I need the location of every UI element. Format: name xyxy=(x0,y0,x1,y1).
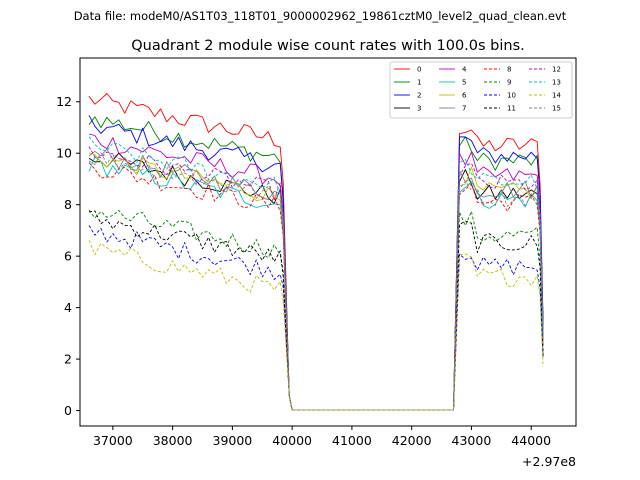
series-line-0 xyxy=(88,93,544,411)
legend-label: 13 xyxy=(552,79,561,87)
y-tick-label: 6 xyxy=(64,249,72,264)
legend-label: 5 xyxy=(462,79,466,87)
x-offset-label: +2.97e8 xyxy=(522,454,576,469)
x-tick-label: 41000 xyxy=(332,433,372,448)
series-line-15 xyxy=(88,152,544,411)
series-line-2 xyxy=(88,115,544,411)
legend-label: 3 xyxy=(417,105,421,113)
plot-frame xyxy=(79,57,577,427)
series-line-10 xyxy=(88,225,544,411)
y-tick-label: 0 xyxy=(64,403,72,418)
series-line-4 xyxy=(88,133,544,411)
legend-label: 0 xyxy=(417,66,421,74)
legend-label: 7 xyxy=(462,105,466,113)
chart-title: Quadrant 2 module wise count rates with … xyxy=(131,38,525,54)
y-tick-label: 2 xyxy=(64,352,72,367)
x-tick-label: 42000 xyxy=(392,433,432,448)
x-axis: 37000 38000 39000 40000 41000 42000 43000 44000 xyxy=(93,426,551,448)
legend-label: 14 xyxy=(552,92,561,100)
plot-series xyxy=(88,93,544,411)
series-line-14 xyxy=(88,240,544,411)
x-tick-label: 44000 xyxy=(511,433,551,448)
x-tick-label: 37000 xyxy=(93,433,133,448)
legend-label: 15 xyxy=(552,105,561,113)
y-tick-label: 12 xyxy=(56,94,72,109)
series-line-3 xyxy=(88,152,544,411)
series-line-8 xyxy=(88,162,544,411)
legend-label: 2 xyxy=(417,92,421,100)
series-line-6 xyxy=(88,152,544,411)
series-line-9 xyxy=(88,209,544,411)
series-line-13 xyxy=(88,136,544,411)
suptitle: Data file: modeM0/AS1T03_118T01_90000029… xyxy=(74,9,567,23)
x-tick-label: 38000 xyxy=(153,433,193,448)
legend-label: 1 xyxy=(417,79,421,87)
series-line-5 xyxy=(88,156,544,411)
x-tick-label: 43000 xyxy=(452,433,492,448)
legend-label: 12 xyxy=(552,66,561,74)
legend-box xyxy=(389,61,573,119)
series-line-7 xyxy=(88,148,544,411)
legend-label: 9 xyxy=(507,79,511,87)
legend-label: 10 xyxy=(507,92,516,100)
x-tick-label: 39000 xyxy=(213,433,253,448)
legend-label: 8 xyxy=(507,66,511,74)
legend-label: 11 xyxy=(507,105,516,113)
series-line-11 xyxy=(88,210,544,411)
y-tick-label: 10 xyxy=(56,146,72,161)
y-axis: 0 2 4 6 8 10 12 xyxy=(56,94,80,418)
x-tick-label: 40000 xyxy=(272,433,312,448)
series-line-12 xyxy=(88,146,544,411)
legend-label: 6 xyxy=(462,92,467,100)
series-line-1 xyxy=(88,116,544,411)
legend-label: 4 xyxy=(462,66,467,74)
y-tick-label: 4 xyxy=(64,300,72,315)
y-tick-label: 8 xyxy=(64,197,72,212)
